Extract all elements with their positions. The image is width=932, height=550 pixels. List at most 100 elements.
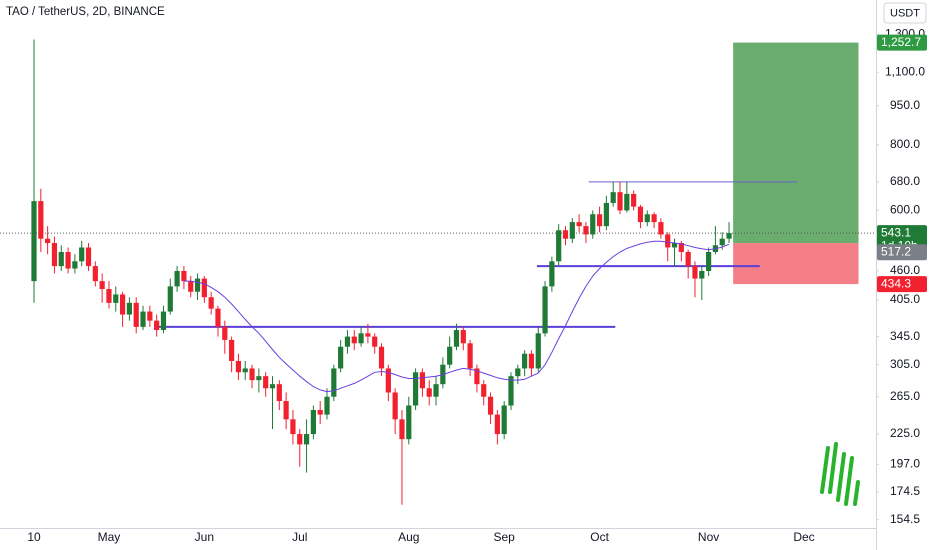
candle-body (494, 414, 500, 435)
candle-body (263, 376, 269, 389)
candle-body (637, 206, 644, 223)
candle-body (372, 336, 378, 347)
candle-body (685, 251, 691, 267)
x-tick-label: Sep (493, 530, 515, 544)
candle-body (433, 384, 439, 397)
candle-body (658, 222, 664, 235)
candle-body (453, 330, 460, 347)
candle-body (106, 289, 112, 303)
candle-body (596, 214, 603, 227)
candle-body (535, 333, 541, 369)
candle-body (665, 234, 671, 248)
currency-box[interactable] (883, 2, 927, 24)
candle-body (72, 261, 78, 269)
candle-body (140, 311, 146, 327)
candle-body (508, 376, 514, 406)
candle-body (631, 193, 637, 207)
y-tick-label: 405.0 (890, 292, 920, 306)
candle-body (229, 339, 235, 361)
candle-body (603, 202, 609, 227)
candle-body (706, 251, 712, 271)
y-tick-label: 680.0 (890, 174, 920, 188)
candle-body (467, 343, 473, 369)
candle-body (188, 281, 194, 292)
candle-body (290, 419, 296, 435)
candle-body (99, 281, 105, 290)
candle-body (365, 333, 371, 337)
candle-body (562, 230, 569, 239)
candle-body (487, 396, 494, 415)
candle-body (644, 214, 650, 223)
candle-body (624, 193, 630, 211)
y-tick-label: 345.0 (890, 329, 920, 343)
x-tick-label: Jun (195, 530, 214, 544)
y-tick-label: 800.0 (890, 137, 920, 151)
stop-label-box (877, 276, 927, 293)
candle-body (331, 368, 337, 397)
x-tick-label: Dec (793, 530, 814, 544)
candle-body (528, 353, 535, 369)
y-tick-label: 225.0 (890, 426, 920, 440)
y-tick-label: 600.0 (890, 203, 920, 217)
candle-body (45, 238, 51, 244)
candle-body (392, 392, 398, 420)
candle-body (154, 320, 160, 331)
candle-body (51, 243, 58, 267)
x-tick-label: Oct (590, 530, 609, 544)
candle-body (542, 286, 548, 334)
candle-body (617, 192, 623, 211)
candle-body (378, 346, 385, 369)
candle-body (351, 336, 357, 344)
candle-body (447, 346, 453, 365)
x-tick-label: May (98, 530, 121, 544)
logo (820, 442, 860, 506)
y-tick-label: 197.0 (890, 457, 920, 471)
candle-body (126, 302, 132, 315)
candle-body (235, 360, 242, 373)
candle-body (406, 405, 412, 440)
candle-body (576, 222, 582, 227)
stop-label: 434.3 (881, 276, 911, 290)
candle-body (38, 201, 44, 239)
candle-body (194, 278, 201, 292)
x-tick-label: Aug (398, 530, 419, 544)
candle-body (85, 247, 92, 267)
candle-body (474, 368, 480, 385)
candle-body (222, 326, 228, 340)
candle-body (719, 238, 725, 246)
candle-body (208, 297, 214, 309)
candle-body (692, 266, 698, 279)
candle-body (256, 376, 262, 381)
candle-body (147, 311, 153, 321)
ma-label: 517.2 (881, 244, 911, 258)
y-tick-label: 950.0 (890, 98, 920, 112)
candle-body (549, 261, 555, 287)
candle-body (303, 434, 310, 445)
candle-body (160, 311, 167, 331)
candle-body (167, 286, 173, 312)
x-tick-label: Nov (698, 530, 719, 544)
target-label-box (877, 34, 927, 51)
candle-body (481, 384, 487, 397)
candle-body (58, 251, 64, 267)
profit-zone (733, 42, 859, 244)
target-label: 1,252.7 (881, 35, 921, 49)
candle-body (460, 330, 466, 344)
candle-body (344, 336, 351, 347)
logo-mark (820, 442, 860, 506)
candle-body (119, 294, 126, 315)
candle-body (181, 270, 187, 282)
loss-zone (733, 243, 859, 285)
candle-body (201, 278, 207, 298)
candle-body (31, 201, 37, 282)
candle-body (65, 251, 71, 269)
candle-body (569, 222, 575, 239)
y-tick-label: 265.0 (890, 389, 920, 403)
x-tick-label: 10 (27, 530, 41, 544)
candle-body (399, 419, 405, 440)
y-tick-label: 174.5 (890, 484, 920, 498)
candle-body (726, 233, 732, 239)
candle-body (412, 372, 419, 406)
x-tick-label: Jul (292, 530, 307, 544)
